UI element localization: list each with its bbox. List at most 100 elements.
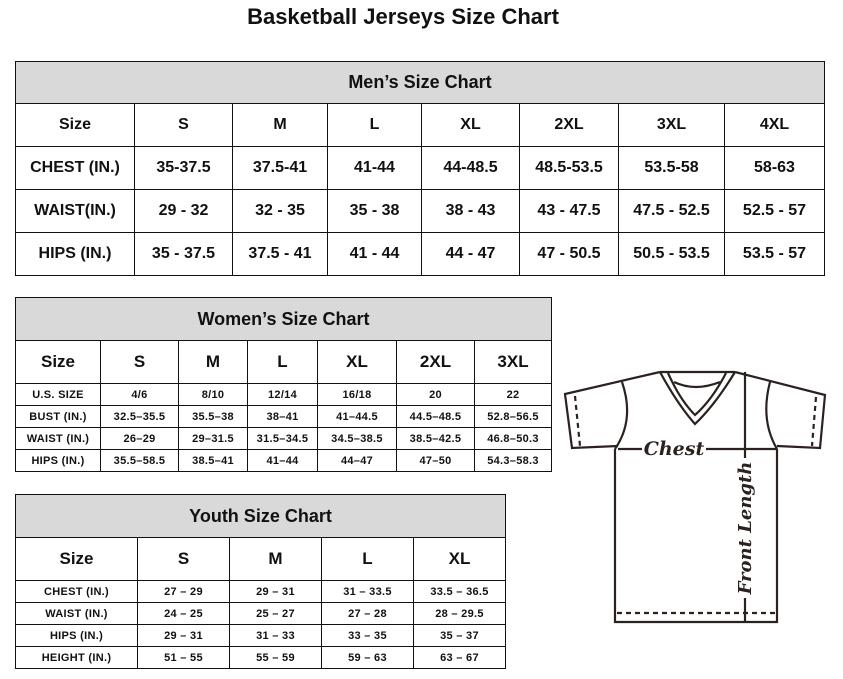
table-cell: 26–29 [100,427,179,450]
table-cell: 38.5–42.5 [396,427,475,450]
table-cell: 38.5–41 [178,449,248,472]
table-cell: 44-48.5 [421,146,520,190]
row-label: BUST (IN.) [15,405,101,428]
column-header: XL [317,340,397,384]
youth-size-table: Youth Size Chart Size S M L XL CHEST (IN.) 27 –… [14,494,507,669]
table-cell: 38 - 43 [421,189,520,233]
sleeve-hem-dashes [573,395,818,615]
table-row: WAIST(IN.) 29 - 32 32 - 35 35 - 38 38 - 43 43… [15,189,825,233]
table-cell: 34.5–38.5 [317,427,397,450]
table-cell: 8/10 [178,383,248,406]
column-header: 2XL [519,103,619,147]
table-cell: 44–47 [317,449,397,472]
column-header: M [178,340,248,384]
table-cell: 47–50 [396,449,475,472]
column-header: 2XL [396,340,475,384]
row-label: CHEST (IN.) [15,580,138,603]
table-cell: 29 – 31 [229,580,322,603]
row-label: U.S. SIZE [15,383,101,406]
table-cell: 41-44 [327,146,422,190]
table-cell: 20 [396,383,475,406]
table-cell: 38–41 [247,405,318,428]
table-row: BUST (IN.) 32.5–35.5 35.5–38 38–41 41–44.5 44… [15,405,553,428]
row-label: HIPS (IN.) [15,624,138,647]
column-header: XL [421,103,520,147]
table-cell: 25 – 27 [229,602,322,625]
row-label: CHEST (IN.) [15,146,135,190]
table-cell: 29 - 32 [134,189,233,233]
table-row: HEIGHT (IN.) 51 – 55 55 – 59 59 – 63 63 – 67 [15,646,507,669]
page-title: Basketball Jerseys Size Chart [247,4,559,29]
table-row: CHEST (IN.) 35-37.5 37.5-41 41-44 44-48.5 48.… [15,146,825,190]
column-header: M [229,537,322,581]
front-length-label: Front Length [735,462,756,596]
column-header: M [232,103,328,147]
table-cell: 24 – 25 [137,602,230,625]
table-title: Youth Size Chart [14,494,507,538]
table-title-row: Women’s Size Chart [14,297,553,341]
armhole-lines [614,381,778,450]
table-cell: 46.8–50.3 [473,427,553,450]
shirt-collar [659,370,736,426]
table-title-row: Men’s Size Chart [15,61,825,104]
column-header: L [247,340,318,384]
table-row: CHEST (IN.) 27 – 29 29 – 31 31 – 33.5 33.5 –… [15,580,507,603]
table-cell: 12/14 [247,383,318,406]
table-cell: 33.5 – 36.5 [412,580,507,603]
column-header: S [100,340,179,384]
table-cell: 44 - 47 [421,232,520,276]
table-header-row: Size S M L XL [15,537,507,581]
table-cell: 47.5 - 52.5 [618,189,725,233]
table-cell: 52.5 - 57 [724,189,825,233]
table-cell: 41 - 44 [327,232,422,276]
table-cell: 32 - 35 [232,189,328,233]
table-cell: 16/18 [317,383,397,406]
table-row: WAIST (IN.) 24 – 25 25 – 27 27 – 28 28 – 29.… [15,602,507,625]
table-row: HIPS (IN.) 35.5–58.5 38.5–41 41–44 44–47 47–5… [15,449,553,472]
mens-size-table: Men’s Size Chart Size S M L XL 2XL 3XL 4XL CHEST … [15,61,825,276]
table-cell: 35.5–58.5 [100,449,179,472]
table-cell: 27 – 29 [137,580,230,603]
womens-size-table: Women’s Size Chart Size S M L XL 2XL 3XL U.S. SI… [14,297,553,472]
table-cell: 22 [473,383,553,406]
tshirt-measurement-diagram: Chest Front Length [563,370,827,624]
table-cell: 37.5-41 [232,146,328,190]
column-header: 4XL [724,103,825,147]
table-cell: 31.5–34.5 [247,427,318,450]
table-cell: 35 - 38 [327,189,422,233]
row-label: WAIST (IN.) [15,602,138,625]
table-cell: 35 - 37.5 [134,232,233,276]
table-row: HIPS (IN.) 29 – 31 31 – 33 33 – 35 35 – 37 [15,624,507,647]
table-cell: 55 – 59 [229,646,322,669]
column-header: Size [15,340,101,384]
table-cell: 51 – 55 [137,646,230,669]
table-cell: 27 – 28 [321,602,414,625]
table-cell: 28 – 29.5 [412,602,507,625]
table-cell: 33 – 35 [321,624,414,647]
table-header-row: Size S M L XL 2XL 3XL 4XL [15,103,825,147]
table-cell: 47 - 50.5 [519,232,619,276]
table-cell: 44.5–48.5 [396,405,475,428]
table-cell: 53.5-58 [618,146,725,190]
row-label: WAIST(IN.) [15,189,135,233]
column-header: L [327,103,422,147]
column-header: S [137,537,230,581]
table-cell: 58-63 [724,146,825,190]
table-cell: 41–44 [247,449,318,472]
table-cell: 52.8–56.5 [473,405,553,428]
table-cell: 50.5 - 53.5 [618,232,725,276]
table-cell: 53.5 - 57 [724,232,825,276]
table-cell: 35-37.5 [134,146,233,190]
row-label: WAIST (IN.) [15,427,101,450]
column-header: S [134,103,233,147]
table-cell: 48.5-53.5 [519,146,619,190]
table-cell: 59 – 63 [321,646,414,669]
table-cell: 29–31.5 [178,427,248,450]
column-header: L [321,537,414,581]
column-header: Size [15,537,138,581]
table-cell: 32.5–35.5 [100,405,179,428]
table-title-row: Youth Size Chart [14,494,507,538]
row-label: HEIGHT (IN.) [15,646,138,669]
table-cell: 29 – 31 [137,624,230,647]
column-header: XL [412,537,507,581]
